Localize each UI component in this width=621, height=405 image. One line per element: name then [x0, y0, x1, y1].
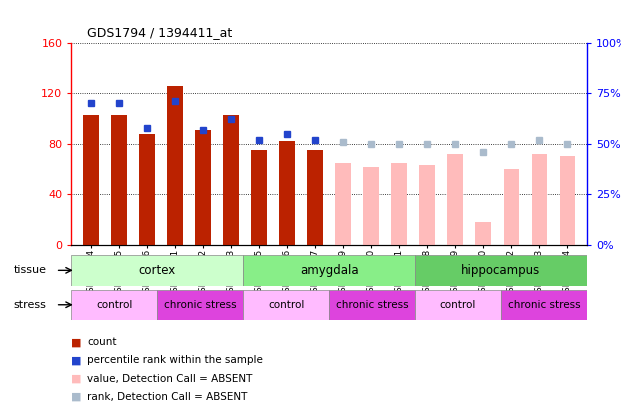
Text: control: control [96, 300, 132, 310]
Text: ■: ■ [71, 356, 82, 365]
Bar [224, 115, 239, 245]
Text: ■: ■ [71, 392, 82, 402]
Text: stress: stress [14, 300, 47, 309]
Bar [243, 255, 415, 286]
Text: percentile rank within the sample: percentile rank within the sample [87, 356, 263, 365]
Bar [139, 134, 155, 245]
Bar [307, 150, 323, 245]
Bar [111, 115, 127, 245]
Text: amygdala: amygdala [300, 264, 358, 277]
Bar [71, 255, 243, 286]
Bar [329, 290, 415, 320]
Bar [335, 163, 351, 245]
Text: ■: ■ [71, 337, 82, 347]
Bar [415, 290, 501, 320]
Text: GDS1794 / 1394411_at: GDS1794 / 1394411_at [87, 26, 232, 39]
Text: chronic stress: chronic stress [507, 300, 580, 310]
Text: control: control [268, 300, 304, 310]
Bar [504, 169, 519, 245]
Bar [363, 166, 379, 245]
Text: chronic stress: chronic stress [164, 300, 237, 310]
Text: control: control [440, 300, 476, 310]
Text: cortex: cortex [138, 264, 176, 277]
Text: hippocampus: hippocampus [461, 264, 540, 277]
Text: rank, Detection Call = ABSENT: rank, Detection Call = ABSENT [87, 392, 247, 402]
Bar [560, 156, 575, 245]
Bar [476, 222, 491, 245]
Text: count: count [87, 337, 117, 347]
Bar [83, 115, 99, 245]
Bar [196, 130, 211, 245]
Bar [391, 163, 407, 245]
Bar [419, 165, 435, 245]
Bar [252, 150, 267, 245]
Bar [157, 290, 243, 320]
Text: chronic stress: chronic stress [336, 300, 409, 310]
Bar [71, 290, 157, 320]
Bar [448, 154, 463, 245]
Text: ■: ■ [71, 374, 82, 384]
Bar [279, 141, 295, 245]
Bar [167, 85, 183, 245]
Bar [501, 290, 587, 320]
Text: tissue: tissue [14, 265, 47, 275]
Text: value, Detection Call = ABSENT: value, Detection Call = ABSENT [87, 374, 252, 384]
Bar [415, 255, 587, 286]
Bar [243, 290, 329, 320]
Bar [532, 154, 547, 245]
